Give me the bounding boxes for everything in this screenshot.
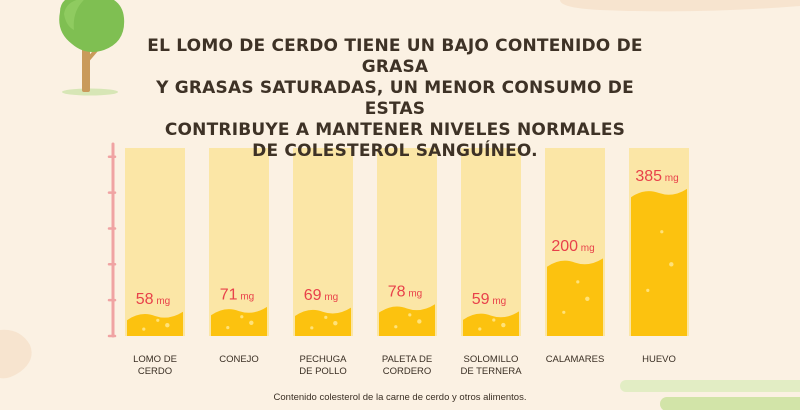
bar-value-label: 58 mg: [136, 291, 170, 308]
bar-value-unit: mg: [406, 289, 423, 300]
category-label: SOLOMILLO: [464, 354, 519, 365]
category-label: LOMO DE: [133, 354, 177, 365]
tree-icon: [59, 0, 125, 96]
bar-value-label: 78 mg: [388, 284, 422, 301]
decor-blob-left: [0, 329, 32, 379]
bar-bubble: [501, 322, 506, 328]
bar-group: 78 mg: [377, 148, 437, 336]
decor-ground-right: [620, 380, 800, 392]
bar-bubble: [417, 319, 422, 324]
bar-group: 385 mg: [629, 148, 689, 336]
bar-bubble: [324, 315, 328, 319]
bar-bubble: [333, 320, 338, 326]
title-line-2: Y GRASAS SATURADAS, UN MENOR CONSUMO DE …: [156, 78, 634, 119]
bar-group: 69 mg: [293, 148, 353, 336]
bar-value-number: 58: [136, 291, 154, 308]
bar-value-label: 200 mg: [551, 238, 594, 255]
bar-group: 59 mg: [461, 148, 521, 336]
title-line-4: DE COLESTEROL SANGUÍNEO.: [252, 141, 538, 161]
bar-track: [461, 148, 521, 336]
bar-value-number: 71: [220, 286, 238, 303]
bar: [211, 306, 267, 336]
bar: [631, 188, 687, 336]
category-label: CORDERO: [383, 366, 432, 377]
bar-value-number: 69: [304, 287, 322, 304]
bar-bubble: [576, 280, 580, 284]
bar-bubble: [310, 326, 314, 330]
bar-bubble: [156, 318, 160, 322]
bar-track: [377, 148, 437, 336]
bar-value-unit: mg: [154, 296, 171, 307]
bar-value-label: 69 mg: [304, 287, 338, 304]
category-label: CALAMARES: [546, 354, 605, 365]
bar-value-number: 385: [635, 168, 662, 185]
bar-bubble: [165, 323, 170, 328]
category-label: PECHUGA: [300, 354, 348, 365]
bar: [379, 304, 435, 336]
bar-value-number: 78: [388, 284, 406, 301]
bar-track: [125, 148, 185, 336]
category-label: CERDO: [138, 366, 172, 377]
bar-value-label: 59 mg: [472, 291, 506, 308]
bar-group: 200 mg: [545, 148, 605, 336]
bar-value-label: 385 mg: [635, 168, 678, 185]
bar-bubble: [240, 315, 244, 319]
category-label: PALETA DE: [382, 354, 432, 365]
category-label: DE TERNERA: [460, 366, 522, 377]
bar-bubble: [142, 327, 146, 331]
bar-bubble: [394, 325, 398, 329]
bar-bubble: [660, 230, 664, 234]
bar: [463, 311, 519, 336]
bar-value-number: 200: [551, 238, 578, 255]
bar: [127, 311, 183, 336]
bar-bubble: [249, 320, 254, 325]
bar-bubble: [226, 325, 230, 330]
y-axis: [107, 142, 117, 338]
bar-value-number: 59: [472, 291, 490, 308]
bar-value-label: 71 mg: [220, 286, 254, 303]
bar-value-unit: mg: [578, 243, 595, 254]
bar-bubble: [646, 288, 650, 293]
decor-blob-top: [560, 0, 800, 12]
bar-bubble: [562, 310, 566, 314]
bar-group: 71 mg: [209, 148, 269, 336]
chart-title: EL LOMO DE CERDO TIENE UN BAJO CONTENIDO…: [130, 36, 660, 162]
bar-value-unit: mg: [238, 291, 255, 302]
decor-ground-right-2: [660, 397, 800, 410]
bar-bubble: [585, 296, 590, 301]
bar-group: 58 mg: [125, 148, 185, 336]
category-label: CONEJO: [219, 354, 259, 365]
category-label: DE POLLO: [299, 366, 347, 377]
bar-value-unit: mg: [322, 292, 339, 303]
bar-value-unit: mg: [662, 173, 679, 184]
chart-caption: Contenido colesterol de la carne de cerd…: [273, 392, 527, 403]
bar-bubble: [408, 313, 412, 317]
bar-bubble: [669, 262, 674, 267]
title-line-1: EL LOMO DE CERDO TIENE UN BAJO CONTENIDO…: [147, 36, 643, 77]
bar-bubble: [492, 318, 496, 322]
bar-track: [293, 148, 353, 336]
bar-value-unit: mg: [490, 296, 507, 307]
category-label: HUEVO: [642, 354, 676, 365]
title-line-3: CONTRIBUYE A MANTENER NIVELES NORMALES: [164, 120, 626, 140]
bar: [547, 258, 603, 336]
bar-bubble: [478, 327, 482, 331]
bar: [295, 307, 351, 336]
bar-track: [209, 148, 269, 336]
